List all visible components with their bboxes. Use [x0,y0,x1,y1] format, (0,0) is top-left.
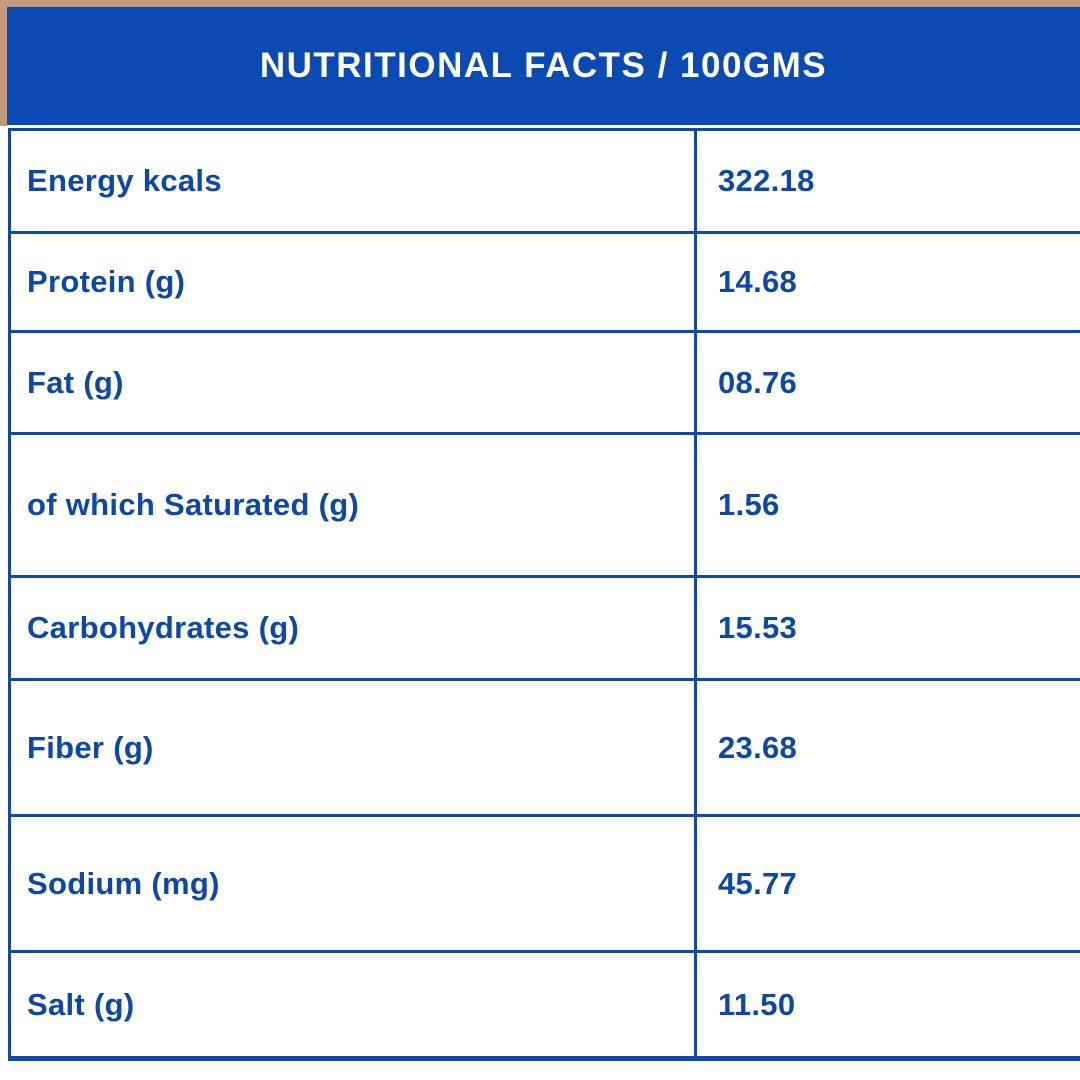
nutrient-label: Protein (g) [27,264,186,299]
nutrient-value: 11.50 [718,986,796,1022]
nutrient-label-cell: Salt (g) [11,953,697,1056]
nutrient-label: Salt (g) [27,986,135,1022]
page-title: NUTRITIONAL FACTS / 100GMS [259,46,828,85]
nutrient-label: Fat (g) [27,364,124,400]
nutrient-value-cell: 14.68 [697,234,1080,330]
table-row-salt: Salt (g) 11.50 [11,953,1080,1061]
nutrient-value-cell: 1.56 [697,435,1080,575]
nutrient-value-cell: 08.76 [697,333,1080,432]
nutrient-label-cell: Fiber (g) [11,681,697,814]
nutrient-value: 23.68 [718,729,798,765]
nutrient-value: 45.77 [718,865,798,901]
table-row-protein: Protein (g) 14.68 [11,234,1080,333]
nutrient-label: Energy kcals [27,163,222,198]
table-row-fiber: Fiber (g) 23.68 [11,681,1080,817]
nutrient-value-cell: 23.68 [697,681,1080,814]
tan-frame-top [0,0,1080,7]
nutrient-value: 1.56 [718,487,780,522]
nutrient-label-cell: Fat (g) [11,333,697,432]
nutrient-value: 08.76 [718,364,798,400]
table-row-sodium: Sodium (mg) 45.77 [11,817,1080,953]
nutrient-label: Sodium (mg) [27,865,220,901]
table-row-carbohydrates: Carbohydrates (g) 15.53 [11,578,1080,681]
nutrient-label: of which Saturated (g) [27,487,360,522]
table-row-energy: Energy kcals 322.18 [11,131,1080,234]
nutrient-label-cell: Protein (g) [11,234,697,330]
nutrient-label: Carbohydrates (g) [27,610,300,645]
nutrient-value: 322.18 [718,163,815,198]
nutrient-value-cell: 15.53 [697,578,1080,678]
nutrient-label-cell: Sodium (mg) [11,817,697,950]
nutrient-label-cell: Energy kcals [11,131,697,231]
nutrient-label-cell: Carbohydrates (g) [11,578,697,678]
nutrient-value-cell: 11.50 [697,953,1080,1056]
table-row-saturated-fat: of which Saturated (g) 1.56 [11,435,1080,578]
nutrient-value-cell: 45.77 [697,817,1080,950]
table-row-fat: Fat (g) 08.76 [11,333,1080,435]
nutrient-label: Fiber (g) [27,729,154,765]
nutrient-value: 15.53 [718,610,798,645]
nutrient-value-cell: 322.18 [697,131,1080,231]
nutrient-value: 14.68 [718,264,798,299]
nutrition-table: Energy kcals 322.18 Protein (g) 14.68 Fa… [8,128,1080,1061]
nutrient-label-cell: of which Saturated (g) [11,435,697,575]
header-banner: NUTRITIONAL FACTS / 100GMS [7,7,1080,125]
tan-frame-left [0,0,7,126]
